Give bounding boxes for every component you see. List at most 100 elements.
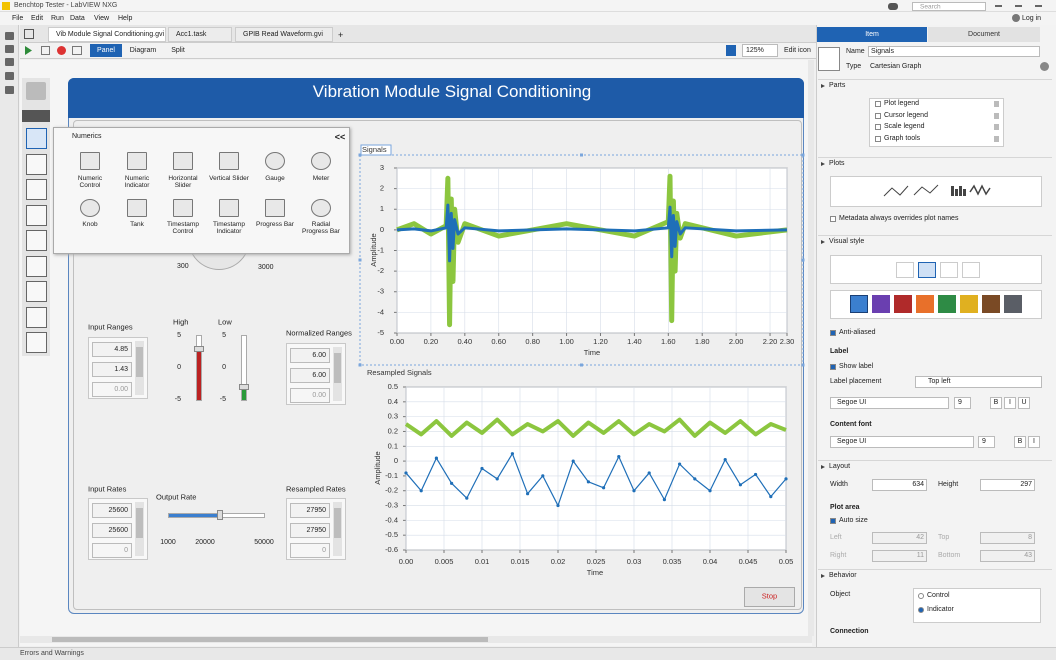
radio-button[interactable] [918, 607, 924, 613]
properties-tab[interactable] [928, 27, 1040, 42]
palette-item[interactable]: Meter [312, 175, 330, 182]
checkbox[interactable] [830, 330, 836, 336]
number-input[interactable] [980, 479, 1035, 491]
palette-category[interactable] [26, 179, 47, 200]
palette-item[interactable]: Numeric Control [77, 175, 103, 190]
number-input[interactable] [980, 550, 1035, 562]
mode-label[interactable]: Panel [97, 46, 115, 54]
expander[interactable] [821, 574, 825, 578]
tab-title[interactable]: Vib Module Signal Conditioning.gvi [56, 30, 165, 38]
dropdown[interactable] [954, 397, 971, 409]
line-style[interactable] [962, 262, 980, 278]
checkbox-label[interactable]: Show label [839, 362, 874, 370]
array-scroll-thumb[interactable] [136, 508, 143, 538]
mode-button[interactable] [90, 44, 122, 57]
checkbox-label[interactable]: Scale legend [884, 123, 925, 131]
line-style[interactable] [940, 262, 958, 278]
numeric-field[interactable] [92, 342, 132, 357]
style-label[interactable]: U [1021, 398, 1027, 406]
login[interactable]: Log in [1022, 14, 1042, 22]
properties-tab[interactable] [817, 27, 927, 42]
slider-track[interactable] [241, 335, 247, 401]
checkbox[interactable] [830, 518, 836, 524]
radio-label[interactable]: Control [927, 591, 950, 599]
menu-item[interactable]: File [12, 14, 24, 22]
window-control[interactable] [1015, 5, 1022, 7]
line-style[interactable] [918, 262, 936, 278]
panel-toggle[interactable] [726, 45, 736, 56]
line-style[interactable] [896, 262, 914, 278]
palette-item[interactable]: Timestamp Control [167, 221, 199, 236]
stop-button[interactable] [744, 587, 795, 607]
palette-category[interactable] [26, 255, 47, 277]
slider-thumb[interactable] [194, 346, 204, 352]
numeric-field[interactable] [92, 503, 132, 518]
tab-title[interactable]: GPIB Read Waveform.gvi [243, 30, 323, 38]
run-button[interactable] [25, 46, 32, 55]
menu-item[interactable]: Edit [31, 14, 44, 22]
palette-item[interactable]: Vertical Slider [209, 175, 249, 182]
name-input[interactable] [868, 46, 1040, 57]
style-button[interactable] [1014, 436, 1026, 448]
dropdown[interactable] [978, 436, 995, 448]
menu-item[interactable]: Run [51, 14, 64, 22]
plot-picker[interactable] [830, 176, 1042, 207]
radio-label[interactable]: Indicator [927, 605, 954, 613]
numeric-field[interactable] [290, 523, 330, 538]
checkbox[interactable] [830, 216, 836, 222]
expander[interactable] [821, 240, 825, 244]
slider-thumb[interactable] [217, 510, 223, 520]
numeric-field[interactable] [290, 388, 330, 403]
expander[interactable] [821, 162, 825, 166]
h-scroll-thumb[interactable] [52, 637, 488, 642]
array-scroll-thumb[interactable] [334, 508, 341, 538]
color-swatch[interactable] [894, 295, 912, 313]
number-input[interactable] [872, 479, 927, 491]
abort-button[interactable] [57, 46, 66, 55]
number-input[interactable] [872, 532, 927, 544]
palette-icon[interactable] [311, 152, 331, 170]
style-label[interactable]: B [1017, 437, 1023, 445]
pause-button[interactable] [41, 46, 50, 55]
palette-category[interactable] [26, 230, 47, 251]
expander[interactable] [821, 84, 825, 88]
array-scroll-thumb[interactable] [334, 353, 341, 383]
palette-item[interactable]: Knob [82, 221, 98, 228]
palette-category[interactable] [26, 306, 47, 328]
style-label[interactable]: I [1009, 398, 1011, 406]
color-swatch[interactable] [982, 295, 1000, 313]
radio-button[interactable] [918, 593, 924, 599]
side-icon[interactable] [5, 32, 14, 40]
palette-item[interactable]: Gauge [265, 175, 285, 182]
checkbox-label[interactable]: Plot legend [884, 99, 920, 107]
checkbox-label[interactable]: Anti-aliased [839, 328, 876, 336]
expander[interactable] [821, 465, 825, 469]
palette-item[interactable]: Timestamp Indicator [213, 221, 245, 236]
checkbox[interactable] [830, 364, 836, 370]
number-input[interactable] [980, 532, 1035, 544]
palette-icon[interactable] [127, 199, 147, 217]
stop-label[interactable]: Stop [761, 591, 778, 601]
search-box[interactable] [912, 2, 986, 11]
number-input[interactable] [872, 550, 927, 562]
palette-icon[interactable] [219, 152, 239, 170]
slider-thumb[interactable] [239, 384, 249, 390]
palette-icon[interactable] [80, 199, 100, 217]
numeric-field[interactable] [290, 543, 330, 558]
menu-item[interactable]: View [94, 14, 110, 22]
window-control[interactable] [995, 5, 1002, 7]
numeric-field[interactable] [92, 543, 132, 558]
style-button[interactable] [990, 397, 1002, 409]
numeric-field[interactable] [290, 348, 330, 363]
checkbox-label[interactable]: Cursor legend [884, 111, 928, 119]
color-swatch[interactable] [960, 295, 978, 313]
side-icon[interactable] [5, 86, 14, 94]
side-icon[interactable] [5, 45, 14, 53]
palette-item[interactable]: Horizontal Slider [168, 175, 198, 190]
help-icon[interactable] [1040, 62, 1049, 71]
status-text[interactable]: Errors and Warnings [20, 649, 84, 657]
color-swatch[interactable] [916, 295, 934, 313]
menu-item[interactable]: Help [118, 14, 133, 22]
palette-search[interactable] [22, 110, 50, 122]
zoom-box[interactable] [742, 44, 778, 57]
